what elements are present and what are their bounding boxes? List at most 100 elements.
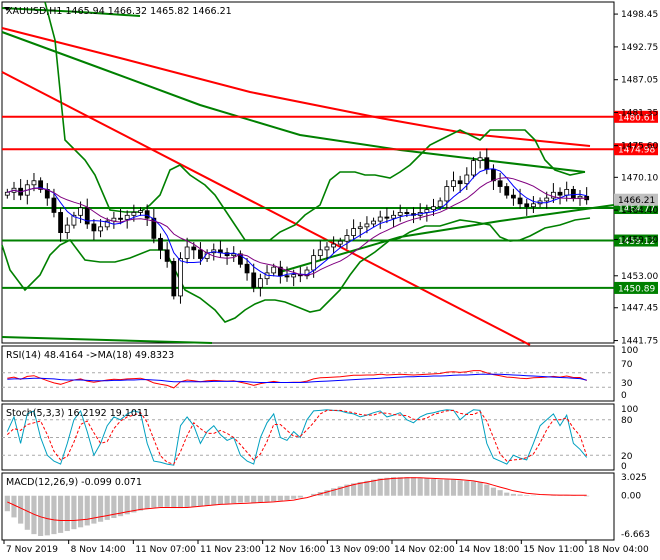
- stoch-signal-line: [6, 409, 588, 465]
- candle-body: [291, 274, 297, 278]
- candle-body: [257, 278, 263, 288]
- y-tick-label: 1475.60: [621, 142, 658, 152]
- level-price-box: [614, 143, 658, 156]
- candle-body: [524, 203, 530, 208]
- candle-body: [477, 157, 483, 162]
- stoch-series: [6, 409, 588, 466]
- dropdown-triangle-icon[interactable]: [4, 7, 10, 11]
- candle-body: [511, 194, 516, 199]
- rsi-ma-line: [7, 373, 587, 383]
- stoch-tick-label: 20: [621, 452, 633, 462]
- candle-body: [4, 191, 10, 196]
- red-trendline-upper: [1, 27, 591, 147]
- level-price-label: 1480.61: [618, 113, 655, 123]
- candle-body: [198, 249, 203, 259]
- y-tick-label: 1487.05: [621, 76, 658, 86]
- candle-body: [557, 191, 563, 196]
- stoch-tick-label: 0: [621, 462, 627, 472]
- x-tick-label: 18 Nov 04:00: [588, 545, 649, 555]
- candle-body: [371, 220, 376, 225]
- candle-body: [391, 214, 396, 219]
- candle-body: [98, 226, 103, 232]
- candle-body: [331, 243, 337, 248]
- candle-body: [138, 210, 143, 213]
- level-price-box: [614, 110, 658, 123]
- candle-body: [431, 206, 436, 210]
- macd-tick-label: 0.00: [621, 492, 641, 502]
- candle-body: [78, 207, 83, 216]
- candle-body: [324, 246, 330, 251]
- candle-body: [51, 197, 57, 213]
- candle-body: [384, 216, 390, 219]
- stoch-tick-label: 80: [621, 416, 633, 426]
- candle-body: [464, 174, 470, 185]
- candle-body: [451, 180, 456, 187]
- y-tick-label: 1470.10: [621, 173, 658, 183]
- rsi-series: [7, 370, 587, 389]
- candle-body: [344, 235, 350, 242]
- x-tick-label: 8 Nov 14:00: [71, 545, 126, 555]
- x-tick-label: 12 Nov 16:00: [265, 545, 326, 555]
- candle-body: [577, 195, 583, 199]
- macd-series: [4, 477, 590, 536]
- candle-body: [118, 217, 123, 220]
- candle-body: [351, 228, 357, 236]
- x-tick-label: 14 Nov 02:00: [394, 545, 455, 555]
- x-tick-label: 7 Nov 2019: [6, 545, 58, 555]
- rsi-tick-label: 30: [621, 379, 633, 389]
- y-tick-label: 1447.45: [621, 304, 658, 314]
- candle-body: [171, 260, 177, 297]
- candle-body: [317, 249, 323, 257]
- moving-average-line: [7, 177, 587, 276]
- candlesticks: [4, 148, 590, 304]
- x-tick-label: 11 Nov 23:00: [200, 545, 261, 555]
- stoch-main-line: [6, 409, 588, 466]
- y-tick-label: 1492.75: [621, 43, 658, 53]
- candle-body: [38, 180, 44, 190]
- candle-body: [570, 189, 576, 199]
- level-price-label: 1474.98: [618, 146, 655, 156]
- candle-body: [58, 212, 64, 233]
- candle-body: [124, 214, 130, 220]
- candle-body: [64, 224, 70, 233]
- stoch-header: Stoch(5,3,3) 16.2192 19.1011: [6, 408, 149, 419]
- candle-body: [444, 186, 450, 202]
- x-axis: 7 Nov 2019 8 Nov 14:00 11 Nov 07:00 11 Nov …: [3, 540, 649, 555]
- candle-body: [104, 220, 110, 228]
- y-tick-label: 1498.45: [621, 10, 658, 20]
- candle-body: [71, 214, 77, 226]
- y-tick-label: 1464.40: [621, 206, 658, 216]
- horizontal-levels: 1480.61 1474.98 1464.77 1459.12 1450.89 1466.…: [2, 110, 658, 294]
- candle-body: [131, 212, 137, 216]
- candle-body: [471, 160, 476, 176]
- candle-body: [244, 263, 250, 274]
- level-price-label: 1464.77: [618, 205, 655, 215]
- candle-body: [544, 197, 550, 202]
- y-axis-main: 1498.45 1492.75 1487.05 1481.35 1475.60 1470.…: [614, 10, 658, 347]
- candle-body: [517, 197, 523, 205]
- moving-averages: [7, 168, 587, 277]
- candle-body: [437, 200, 443, 208]
- candle-body: [151, 217, 157, 239]
- candle-body: [184, 246, 190, 259]
- green-channel-upper: [1, 7, 141, 17]
- candle-body: [91, 223, 97, 232]
- level-price-box: [614, 234, 658, 247]
- green-support-rising: [279, 204, 615, 273]
- level-price-box: [614, 281, 658, 294]
- y-tick-label: 1453.00: [621, 272, 658, 282]
- stoch-tick-label: 100: [621, 405, 638, 415]
- x-tick-label: 15 Nov 11:00: [523, 545, 584, 555]
- x-tick-label: 11 Nov 07:00: [135, 545, 196, 555]
- main-chart-frame: [1, 1, 615, 344]
- indicator-levels: [2, 372, 614, 456]
- current-price-label: 1466.21: [618, 196, 655, 206]
- macd-header: MACD(12,26,9) -0.099 0.071: [6, 477, 142, 488]
- candle-body: [377, 216, 383, 222]
- rsi-header: RSI(14) 48.4164 ->MA(18) 49.8323: [6, 350, 174, 361]
- candle-body: [271, 266, 277, 274]
- candle-body: [311, 255, 317, 271]
- candle-body: [457, 180, 463, 185]
